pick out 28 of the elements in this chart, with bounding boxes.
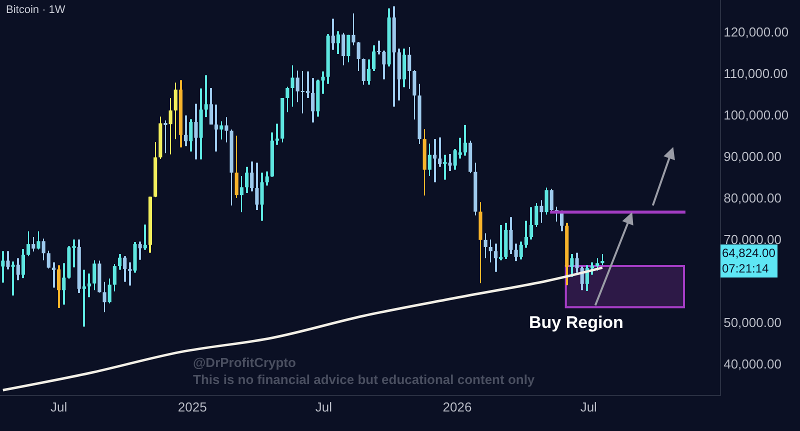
candlestick (72, 240, 76, 268)
candlestick (82, 270, 86, 327)
y-tick-label: 100,000.00 (724, 108, 789, 123)
x-tick-label: 2025 (178, 400, 207, 415)
candlestick (128, 262, 132, 286)
y-tick-label: 70,000.00 (724, 232, 782, 248)
chart-title: Bitcoin · 1W (6, 4, 66, 16)
y-tick-label: 50,000.00 (724, 315, 782, 330)
band-label: Buy Region (529, 313, 624, 332)
y-tick-label: 80,000.00 (724, 190, 782, 206)
x-tick-label: Jul (315, 400, 332, 415)
candlestick (11, 261, 15, 296)
y-tick-label: 110,000.00 (724, 66, 788, 82)
candlestick (275, 124, 280, 145)
candlestick (432, 139, 437, 182)
y-tick-label: 120,000.00 (724, 24, 789, 40)
x-tick-label: Jul (580, 400, 598, 415)
annotation: @DrProfitCrypto This is no financial advice but educational content only (193, 355, 536, 387)
candlestick (214, 104, 218, 152)
y-tick-label: 40,000.00 (724, 356, 782, 372)
x-tick-label: Jul (50, 400, 68, 415)
candlestick (499, 224, 503, 260)
candlestick (164, 120, 168, 154)
y-tick-label: 90,000.00 (724, 149, 782, 164)
text: 64,824.00 07:21:14 (722, 246, 776, 276)
candlestick (377, 40, 381, 54)
x-tick-label: 2026 (442, 400, 472, 415)
candlestick (443, 154, 447, 180)
